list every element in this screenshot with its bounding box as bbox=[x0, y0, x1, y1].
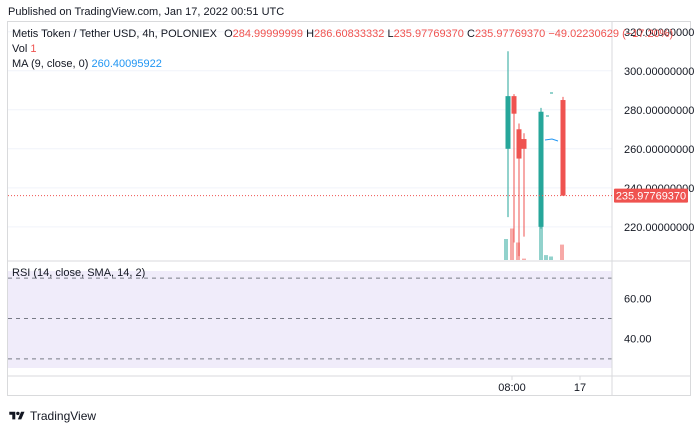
published-header: Published on TradingView.com, Jan 17, 20… bbox=[8, 6, 285, 18]
last-price-label: 235.97769370 bbox=[616, 191, 686, 203]
rsi-legend[interactable]: RSI (14, close, SMA, 14, 2) bbox=[12, 267, 145, 279]
price-tick-label: 220.00000000 bbox=[624, 222, 694, 234]
last-price-tag bbox=[614, 188, 688, 203]
chart-frame[interactable] bbox=[7, 21, 691, 396]
price-tick-label: 260.00000000 bbox=[624, 144, 694, 156]
volume-label: Vol bbox=[12, 43, 28, 55]
candle-body bbox=[516, 129, 522, 159]
volume-legend[interactable]: Vol 1 bbox=[12, 43, 36, 55]
close-label: C bbox=[466, 28, 475, 40]
high-label: H bbox=[306, 28, 315, 40]
candle-body bbox=[505, 96, 511, 149]
ma-value: 260.40095922 bbox=[91, 58, 162, 70]
moving-average bbox=[544, 92, 559, 142]
tradingview-logo-icon bbox=[9, 411, 25, 420]
price-tick-label: 320.00000000 bbox=[624, 27, 694, 39]
candle-body bbox=[538, 111, 544, 227]
volume-bar bbox=[539, 218, 543, 260]
change-value: −49.02230629 (−17.20%) bbox=[548, 28, 674, 40]
footer-brand-text: TradingView bbox=[30, 409, 97, 423]
rsi-band bbox=[8, 271, 612, 368]
candle-body bbox=[511, 96, 517, 114]
volume-bars bbox=[504, 218, 564, 260]
symbol-title: Metis Token / Tether USD, 4h, POLONIEX bbox=[12, 28, 218, 40]
volume-value: 1 bbox=[30, 43, 37, 55]
footer-brand[interactable]: TradingView bbox=[8, 409, 96, 423]
open-label: O bbox=[224, 28, 233, 40]
rsi-label: RSI (14, close, SMA, 14, 2) bbox=[12, 267, 146, 279]
high-value: 286.60833332 bbox=[314, 28, 385, 40]
volume-bar bbox=[560, 244, 564, 260]
rsi-tick-label: 60.00 bbox=[624, 293, 652, 305]
low-value: 235.97769370 bbox=[393, 28, 464, 40]
price-axis: 320.00000000 300.00000000 280.00000000 260.… bbox=[624, 27, 694, 234]
price-tick-label: 300.00000000 bbox=[624, 66, 694, 78]
volume-bar bbox=[516, 242, 520, 260]
ma-legend[interactable]: MA (9, close, 0) 260.40095922 bbox=[12, 58, 162, 70]
volume-bar bbox=[522, 258, 526, 260]
ma-label: MA (9, close, 0) bbox=[12, 58, 89, 70]
rsi-axis: 60.00 40.00 bbox=[624, 293, 652, 345]
candle-body bbox=[521, 139, 527, 149]
price-tick-label: 280.00000000 bbox=[624, 105, 694, 117]
candles bbox=[505, 51, 566, 257]
rsi-tick-label: 40.00 bbox=[624, 334, 652, 346]
close-value: 235.97769370 bbox=[474, 28, 546, 40]
price-grid bbox=[8, 31, 612, 228]
volume-bar bbox=[510, 228, 514, 260]
volume-bar bbox=[549, 256, 553, 260]
candle-body bbox=[560, 100, 566, 196]
open-value: 284.99999999 bbox=[232, 28, 303, 40]
time-tick-label: 17 bbox=[574, 382, 586, 394]
time-tick-label: 08:00 bbox=[498, 382, 526, 394]
symbol-legend[interactable]: Metis Token / Tether USD, 4h, POLONIEX O… bbox=[12, 28, 673, 40]
volume-bar bbox=[504, 239, 508, 260]
time-axis: 08:00 17 bbox=[498, 376, 586, 394]
ma-line bbox=[544, 138, 559, 142]
volume-bar bbox=[544, 255, 548, 260]
low-label: L bbox=[387, 28, 394, 40]
